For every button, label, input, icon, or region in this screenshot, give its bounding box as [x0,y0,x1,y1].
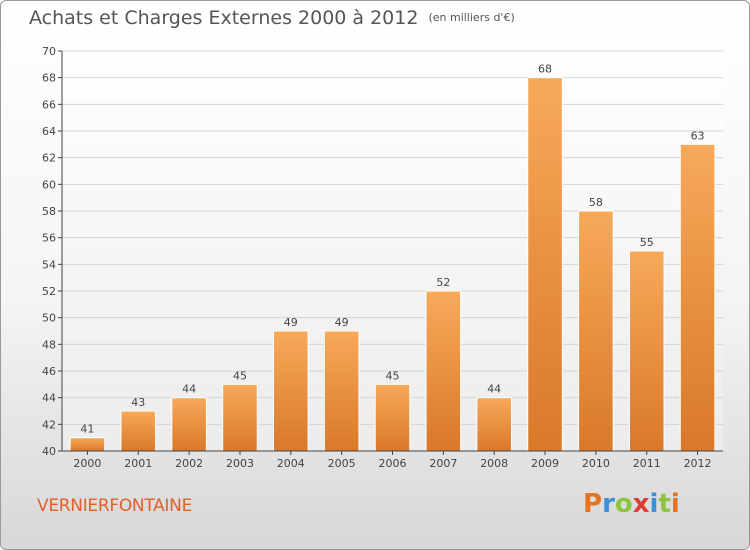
logo-letter: t [658,489,671,519]
data-label: 68 [538,63,552,76]
x-tick-label: 2008 [480,457,508,470]
bar [374,383,411,452]
logo-letter: i [649,489,659,519]
bar [323,330,360,452]
logo-letter: o [614,489,633,519]
bar [476,397,512,452]
bar [222,383,258,452]
data-label: 44 [487,383,501,396]
x-tick-label: 2003 [226,457,254,470]
bar [527,77,563,452]
bar [628,250,665,452]
data-label: 45 [233,369,247,382]
data-label: 58 [589,196,603,209]
data-labels: 41 43 44 45 49 49 45 52 44 68 58 55 63 [80,63,704,436]
y-tick-label: 66 [42,98,56,111]
bar [120,410,157,452]
y-tick-label: 62 [42,152,56,165]
y-tick-label: 40 [42,445,56,458]
y-tick-label: 56 [42,232,56,245]
data-label: 44 [182,383,196,396]
y-tick-label: 50 [42,312,56,325]
y-tick-label: 42 [42,418,56,431]
proxiti-logo: Proxiti [583,489,680,519]
x-tick-label: 2004 [277,457,305,470]
data-label: 63 [691,129,705,142]
bar [425,290,462,452]
x-axis-labels: 2000 2001 2002 2003 2004 2005 2006 2007 2008 2009… [73,451,712,470]
y-tick-label: 48 [42,338,56,351]
logo-letter: i [670,489,680,519]
town-name: VERNIERFONTAINE [37,496,193,516]
y-tick-label: 64 [42,125,56,138]
x-tick-label: 2011 [633,457,661,470]
x-tick-label: 2005 [328,457,356,470]
x-tick-label: 2006 [379,457,407,470]
title-main: Achats et Charges Externes 2000 à 2012 [29,7,419,29]
logo-letter: x [632,489,650,519]
data-label: 43 [131,396,145,409]
x-tick-label: 2009 [531,457,559,470]
y-tick-label: 60 [42,178,56,191]
data-label: 49 [284,316,298,329]
bar [273,330,309,452]
x-tick-label: 2012 [684,457,712,470]
x-tick-label: 2002 [175,457,203,470]
bar [69,437,106,452]
x-tick-label: 2010 [582,457,610,470]
y-tick-label: 70 [42,45,56,58]
data-label: 45 [386,369,400,382]
data-label: 49 [335,316,349,329]
data-label: 55 [640,236,654,249]
y-tick-label: 58 [42,205,56,218]
title-unit: (en milliers d'€) [428,11,515,24]
y-tick-label: 68 [42,72,56,85]
y-tick-label: 46 [42,365,56,378]
bar [679,143,716,452]
y-tick-label: 54 [42,258,56,271]
bars [69,77,716,452]
x-tick-label: 2007 [429,457,457,470]
chart-title: Achats et Charges Externes 2000 à 2012 (e… [29,7,515,29]
y-axis-labels: 40 42 44 46 48 50 52 54 56 58 60 62 64 66 68 70 [42,45,56,458]
y-tick-label: 44 [42,392,56,405]
x-tick-label: 2001 [124,457,152,470]
logo-letter: r [602,489,615,519]
data-label: 52 [436,276,450,289]
x-tick-label: 2000 [73,457,101,470]
bar [171,397,207,452]
y-tick-label: 52 [42,285,56,298]
bar [578,210,614,452]
data-label: 41 [80,423,94,436]
logo-letter: P [583,489,603,519]
